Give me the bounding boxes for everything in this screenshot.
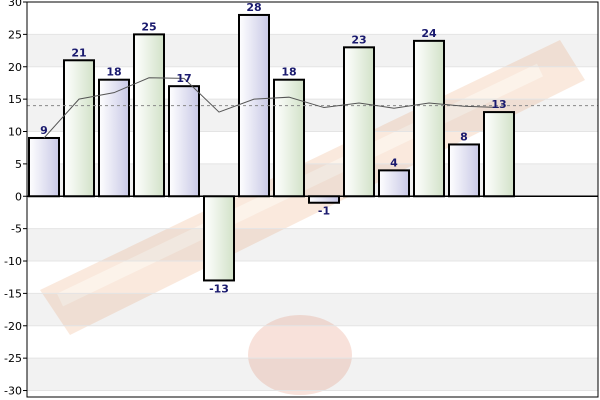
data-label: 18: [106, 66, 121, 79]
y-tick-label: 25: [8, 28, 22, 41]
y-tick-label: -15: [4, 287, 22, 300]
bar: [28, 136, 60, 198]
data-label: 4: [390, 156, 398, 169]
moving-average-line: [43, 77, 500, 139]
bar: [483, 111, 515, 198]
y-tick-label: -20: [4, 320, 22, 333]
bar: [63, 59, 95, 198]
y-tick-label: -10: [4, 255, 22, 268]
grid-band: [27, 358, 598, 391]
y-tick-label: -30: [4, 385, 22, 398]
data-label: 18: [281, 66, 296, 79]
y-tick-label: 20: [8, 61, 22, 74]
bar: [133, 33, 165, 198]
data-label: 21: [71, 46, 86, 59]
bar: [168, 85, 200, 198]
data-label: 28: [246, 1, 261, 14]
bar: [203, 195, 235, 282]
grid-band: [27, 390, 598, 397]
data-label: -13: [209, 282, 229, 295]
data-label: 8: [460, 130, 468, 143]
data-label: 9: [40, 124, 48, 137]
y-tick-label: 15: [8, 93, 22, 106]
bar: [98, 78, 130, 198]
bar: [413, 39, 445, 198]
grid-band: [27, 228, 598, 262]
bar: [273, 78, 305, 198]
bar: [308, 195, 340, 204]
plot-frame: [26, 1, 599, 398]
grid-band: [27, 2, 598, 35]
y-tick-label: -25: [4, 352, 22, 365]
data-label: 24: [421, 27, 437, 40]
y-tick-label: -5: [11, 223, 22, 236]
grid-band: [27, 325, 598, 359]
y-tick-label: 5: [15, 158, 22, 171]
y-tick-label: 0: [15, 190, 22, 203]
data-label: 17: [176, 72, 191, 85]
trend-lines: [27, 77, 598, 139]
bar-series: [28, 13, 515, 282]
grid-band: [27, 293, 598, 326]
data-label: -1: [318, 205, 330, 218]
data-label: 13: [491, 98, 506, 111]
y-tick-label: 30: [8, 0, 22, 9]
bar: [378, 169, 410, 198]
bar: [448, 143, 480, 198]
data-labels: 9 21 18 25 17 -13 28 18 -1 23 4 24 8 13: [40, 1, 506, 295]
data-label: 25: [141, 20, 156, 33]
data-label: 23: [351, 33, 366, 46]
bar: [343, 46, 375, 198]
grid-band: [27, 261, 598, 294]
grid-band: [27, 34, 598, 67]
y-tick-label: 10: [8, 126, 22, 139]
